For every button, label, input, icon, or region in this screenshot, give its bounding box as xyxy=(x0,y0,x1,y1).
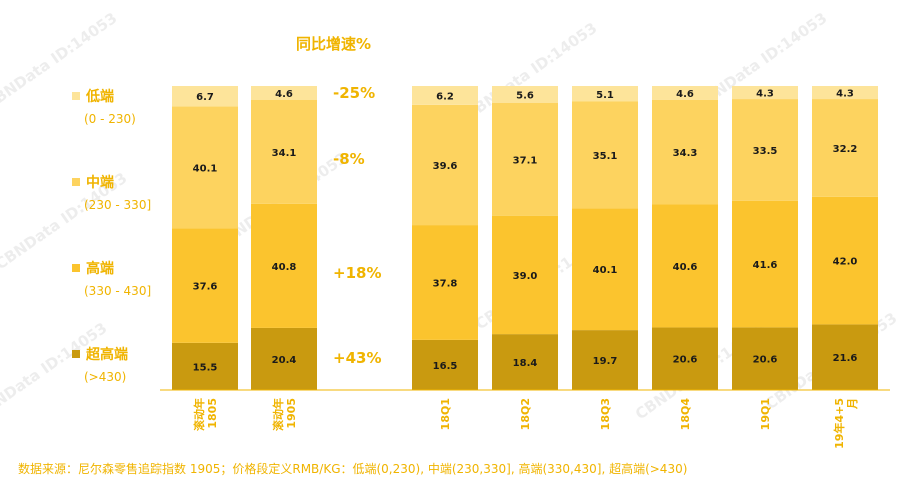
legend-item-mid: 中端 (230 - 330] xyxy=(72,172,151,212)
bar-segment-high xyxy=(492,215,558,335)
bar-segment-high xyxy=(172,228,238,343)
bar-segment-mid xyxy=(812,99,878,197)
legend-item-high: 高端 (330 - 430] xyxy=(72,258,151,298)
x-tick-label: 18Q1 xyxy=(439,398,452,430)
value-label-super: 20.6 xyxy=(753,355,778,366)
value-label-low: 5.1 xyxy=(596,90,614,101)
bar-segment-super xyxy=(172,342,238,390)
bar-segment-mid xyxy=(572,101,638,209)
value-label-low: 4.3 xyxy=(836,89,854,100)
legend-name-low: 低端 xyxy=(86,89,114,105)
value-label-high: 42.0 xyxy=(833,257,858,268)
value-label-super: 15.5 xyxy=(193,362,218,373)
source-note: 数据来源：尼尔森零售追踪指数 1905；价格段定义RMB/KG：低端(0,230… xyxy=(18,462,688,476)
yoy-mid-label: -8% xyxy=(333,150,365,168)
value-label-super: 16.5 xyxy=(433,361,458,372)
value-label-high: 40.8 xyxy=(272,262,297,273)
legend-range-low: (0 - 230) xyxy=(84,112,136,126)
bar-segment-high xyxy=(251,203,317,328)
value-label-mid: 39.6 xyxy=(433,161,458,172)
bars-layer xyxy=(172,86,878,390)
yoy-high-label: +18% xyxy=(333,264,382,282)
value-label-low: 6.7 xyxy=(196,92,214,103)
legend-swatch-super xyxy=(72,350,80,358)
value-label-super: 18.4 xyxy=(513,358,538,369)
bar-segment-mid xyxy=(172,106,238,229)
bar-segment-mid xyxy=(492,103,558,216)
x-tick-label: 18Q2 xyxy=(519,398,532,430)
bar-segment-super xyxy=(812,324,878,390)
x-tick-label: 18Q4 xyxy=(679,398,692,431)
legend-swatch-low xyxy=(72,92,80,100)
bar-segment-super xyxy=(251,327,317,390)
value-label-low: 6.2 xyxy=(436,91,454,102)
legend-name-high: 高端 xyxy=(86,261,114,277)
value-label-low: 4.6 xyxy=(676,89,694,100)
legend-name-mid: 中端 xyxy=(86,175,114,191)
value-label-low: 4.6 xyxy=(275,89,293,100)
value-label-high: 40.6 xyxy=(673,262,698,273)
legend-item-low: 低端 (0 - 230) xyxy=(72,86,136,126)
value-label-high: 37.8 xyxy=(433,278,458,289)
bar-segment-high xyxy=(652,204,718,328)
value-label-super: 20.4 xyxy=(272,355,297,366)
value-label-high: 41.6 xyxy=(753,260,778,271)
bar-segment-super xyxy=(732,327,798,390)
bar-segment-mid xyxy=(251,100,317,204)
x-tick-label: 滚动年1805 xyxy=(192,398,219,431)
bar-segment-high xyxy=(732,200,798,328)
bar-segment-low xyxy=(652,86,718,100)
value-label-super: 19.7 xyxy=(593,356,618,367)
legend-range-high: (330 - 430] xyxy=(84,284,152,298)
bar-segment-high xyxy=(812,196,878,325)
value-label-super: 20.6 xyxy=(673,355,698,366)
legend-item-super: 超高端 (>430) xyxy=(72,344,128,384)
bar-segment-high xyxy=(412,225,478,340)
value-label-low: 5.6 xyxy=(516,91,534,102)
bar-segment-super xyxy=(572,330,638,390)
x-tick-label: 19Q1 xyxy=(759,398,772,430)
value-labels-layer: 15.5 37.6 40.1 6.7 20.4 40.8 34.1 4.6 16.5 37.8 39… xyxy=(193,89,858,374)
value-label-low: 4.3 xyxy=(756,89,774,100)
value-label-high: 37.6 xyxy=(193,282,218,293)
value-label-mid: 32.2 xyxy=(833,144,858,155)
legend-swatch-high xyxy=(72,264,80,272)
x-tick-label: 18Q3 xyxy=(599,398,612,430)
bar-segment-low xyxy=(732,86,798,100)
bar-segment-super xyxy=(652,327,718,390)
bar-segment-low xyxy=(572,86,638,102)
yoy-super-label: +43% xyxy=(333,349,382,367)
legend-name-super: 超高端 xyxy=(86,347,128,363)
yoy-low-label: -25% xyxy=(333,84,376,102)
bar-segment-low xyxy=(412,86,478,105)
bar-segment-low xyxy=(251,86,317,100)
bar-segment-low xyxy=(812,86,878,100)
value-label-mid: 35.1 xyxy=(593,151,618,162)
legend-range-super: (>430) xyxy=(84,370,127,384)
value-label-high: 39.0 xyxy=(513,271,538,282)
x-tick-label: 19年4+5月 xyxy=(832,398,859,449)
bar-segment-low xyxy=(172,86,238,107)
bar-segment-mid xyxy=(732,99,798,201)
x-tick-labels-layer: 滚动年1805 滚动年1905 18Q1 18Q2 18Q3 18Q4 19Q1 19年4+5… xyxy=(192,398,859,449)
yoy-title: 同比增速% xyxy=(296,35,372,53)
legend-range-mid: (230 - 330] xyxy=(84,198,152,212)
bar-segment-mid xyxy=(652,99,718,205)
x-tick-label: 滚动年1905 xyxy=(271,398,298,431)
value-label-mid: 37.1 xyxy=(513,155,538,166)
bar-segment-super xyxy=(412,339,478,390)
value-label-mid: 34.3 xyxy=(673,148,698,159)
bar-segment-mid xyxy=(412,104,478,226)
bar-segment-high xyxy=(572,208,638,331)
bar-segment-super xyxy=(492,334,558,390)
value-label-mid: 34.1 xyxy=(272,148,297,159)
value-label-mid: 33.5 xyxy=(753,146,778,157)
value-label-mid: 40.1 xyxy=(193,163,218,174)
value-label-high: 40.1 xyxy=(593,265,618,276)
value-label-super: 21.6 xyxy=(833,353,858,364)
bar-segment-low xyxy=(492,86,558,104)
legend-swatch-mid xyxy=(72,178,80,186)
